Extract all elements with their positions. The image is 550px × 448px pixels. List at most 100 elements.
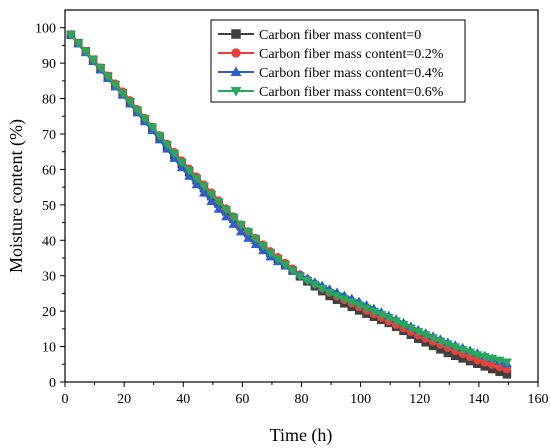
x-axis-label: Time (h) (270, 425, 333, 446)
series-point-3 (457, 345, 468, 355)
y-tick-label: 90 (42, 57, 56, 72)
axis-ticks: 0 20 40 60 80 100 120 140 160 0 10 20 30 40 50 60 70 80 90… (35, 22, 549, 407)
series-point-3 (191, 174, 202, 184)
series-point-3 (65, 31, 76, 40)
series-point-3 (161, 140, 173, 150)
series-point-3 (376, 310, 387, 320)
series-point-3 (413, 328, 424, 337)
y-tick-label: 20 (42, 305, 56, 320)
series-point-2 (198, 187, 209, 197)
series-point-3 (243, 228, 254, 237)
series-point-3 (265, 249, 276, 259)
y-tick-label: 80 (42, 93, 56, 108)
series-point-3 (464, 348, 476, 358)
series-point-3 (125, 98, 136, 107)
series-point-3 (110, 81, 121, 91)
series-point-3 (102, 72, 113, 82)
legend-label-2: Carbon fiber mass content=0.4% (259, 66, 444, 81)
series-point-3 (206, 190, 217, 200)
series-point-3 (391, 317, 402, 327)
series-point-3 (317, 284, 328, 294)
legend-marker-3 (230, 86, 242, 97)
series-point-3 (346, 298, 357, 308)
series-point-3 (73, 39, 84, 49)
series-point-3 (331, 292, 343, 302)
series-point-3 (339, 295, 350, 305)
legend: Carbon fiber mass content=0 Carbon fiber … (210, 19, 466, 103)
legend-marker-1 (231, 48, 241, 58)
legend-marker-0 (231, 29, 241, 39)
x-tick-label: 40 (176, 392, 190, 407)
x-tick-label: 80 (295, 392, 309, 407)
x-tick-label: 0 (62, 392, 69, 407)
legend-label-3: Carbon fiber mass content=0.6% (259, 85, 444, 100)
x-tick-label: 160 (528, 392, 549, 407)
series-point-2 (191, 179, 202, 189)
y-tick-label: 70 (42, 128, 56, 143)
series-point-3 (420, 331, 431, 340)
series-point-3 (450, 343, 461, 353)
series-point-3 (184, 166, 195, 176)
series-point-3 (258, 242, 269, 252)
series-point-3 (472, 351, 483, 360)
y-tick-label: 60 (42, 163, 56, 178)
series-point-3 (494, 356, 505, 366)
y-tick-label: 40 (42, 234, 56, 249)
series-point-3 (309, 281, 320, 290)
series-point-2 (243, 233, 254, 242)
series-point-3 (435, 337, 446, 347)
series-point-3 (132, 106, 143, 116)
series-3 (65, 31, 512, 368)
series-point-2 (213, 204, 224, 213)
y-tick-label: 100 (35, 22, 56, 37)
series-point-3 (354, 301, 365, 311)
series-point-3 (487, 354, 498, 364)
series-point-3 (383, 313, 394, 323)
series-point-3 (361, 304, 372, 314)
series-point-3 (294, 272, 306, 282)
legend-marker-2 (230, 66, 242, 77)
series-point-3 (80, 47, 91, 57)
series-point-3 (398, 320, 409, 330)
y-axis-label: Moisture content (%) (6, 119, 27, 273)
series-point-3 (176, 158, 187, 168)
series-point-3 (88, 56, 99, 65)
series-point-3 (95, 64, 106, 74)
x-tick-label: 140 (468, 392, 489, 407)
series-point-3 (213, 198, 224, 208)
series-point-3 (368, 307, 379, 317)
series-point-3 (235, 220, 246, 230)
series-point-3 (280, 261, 291, 270)
y-tick-label: 0 (49, 376, 56, 391)
y-tick-label: 10 (42, 341, 56, 356)
series-point-3 (198, 182, 209, 192)
series-point-3 (147, 123, 158, 133)
series-point-2 (228, 219, 239, 228)
series-point-3 (479, 353, 490, 362)
x-tick-label: 20 (117, 392, 131, 407)
series-point-2 (221, 211, 232, 221)
series-point-3 (428, 334, 439, 344)
series-point-3 (405, 324, 416, 334)
series-point-3 (324, 288, 335, 298)
series-point-3 (272, 255, 283, 265)
series-point-3 (154, 132, 165, 141)
series-point-3 (302, 277, 313, 286)
series-point-3 (139, 114, 150, 124)
series-point-3 (169, 149, 180, 159)
y-tick-label: 30 (42, 270, 56, 285)
series-point-3 (250, 235, 261, 244)
series-point-3 (228, 213, 239, 223)
series-point-2 (206, 196, 217, 206)
y-tick-label: 50 (42, 199, 56, 214)
x-tick-label: 60 (235, 392, 249, 407)
series-point-3 (442, 340, 453, 350)
legend-label-1: Carbon fiber mass content=0.2% (259, 47, 444, 62)
x-tick-label: 100 (350, 392, 371, 407)
x-tick-label: 120 (409, 392, 430, 407)
legend-label-0: Carbon fiber mass content=0 (259, 28, 421, 43)
plot-marks (65, 29, 512, 379)
series-point-2 (235, 226, 246, 236)
series-point-3 (501, 358, 512, 368)
